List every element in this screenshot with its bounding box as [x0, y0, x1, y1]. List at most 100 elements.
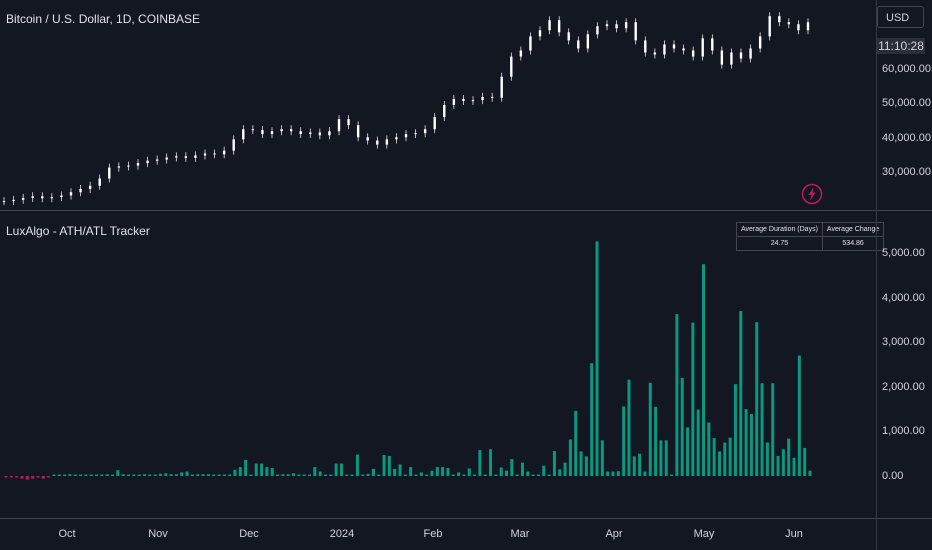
price-candle — [98, 178, 101, 186]
histogram-bar — [680, 377, 684, 476]
price-tick-label: 40,000.00 — [882, 132, 931, 144]
indicator-title[interactable]: LuxAlgo - ATH/ATL Tracker — [6, 224, 150, 238]
histogram-bar — [414, 474, 418, 476]
price-candle — [165, 157, 168, 160]
bar-countdown: 11:10:28 — [877, 38, 925, 54]
price-candle — [730, 52, 733, 65]
price-candle — [644, 40, 647, 53]
candlestick-chart[interactable] — [0, 0, 876, 210]
price-candle — [615, 24, 618, 29]
histogram-bar — [393, 468, 397, 476]
histogram-bar — [622, 406, 626, 476]
histogram-bar — [505, 470, 509, 476]
price-candle — [108, 167, 111, 179]
histogram-bar — [47, 476, 51, 478]
histogram-bar — [334, 463, 338, 476]
histogram-chart — [4, 241, 812, 480]
price-candle — [471, 100, 475, 102]
price-tick-label: 30,000.00 — [882, 166, 931, 178]
histogram-bar — [473, 474, 477, 476]
price-candle — [538, 30, 542, 37]
time-tick-label: 2024 — [329, 528, 355, 540]
histogram-bar — [483, 474, 487, 476]
histogram-bar — [579, 451, 583, 476]
histogram-bar — [744, 409, 748, 476]
histogram-bar — [797, 355, 801, 476]
histogram-bar — [190, 474, 194, 476]
histogram-bar — [787, 438, 791, 476]
lightning-icon[interactable] — [801, 183, 823, 205]
histogram-bar — [174, 474, 178, 476]
price-candle — [366, 137, 369, 141]
histogram-bar — [153, 474, 157, 476]
histogram-bar — [212, 474, 216, 476]
price-candle — [682, 48, 685, 51]
histogram-bar — [361, 474, 365, 476]
price-candle — [376, 140, 379, 145]
histogram-bar — [600, 440, 604, 476]
stats-header-change: Average Change — [821, 222, 885, 237]
histogram-bar — [648, 382, 652, 476]
histogram-bar — [20, 476, 24, 479]
histogram-bar — [542, 465, 546, 476]
histogram-bar — [142, 474, 146, 476]
histogram-bar — [387, 455, 391, 476]
histogram-bar — [489, 449, 493, 476]
histogram-bar — [563, 462, 567, 476]
histogram-bar — [627, 379, 631, 476]
price-candle — [567, 32, 570, 41]
histogram-bar — [419, 472, 423, 476]
histogram-bar — [632, 456, 636, 476]
histogram-bar — [307, 474, 311, 476]
price-candle — [481, 96, 484, 101]
histogram-bar — [79, 474, 83, 476]
price-candle — [50, 197, 54, 199]
price-candle — [289, 129, 293, 132]
histogram-bar — [217, 474, 221, 476]
histogram-bar — [446, 467, 450, 476]
price-candle — [404, 134, 408, 138]
histogram-bar — [377, 474, 381, 476]
pane-divider[interactable] — [0, 210, 932, 211]
histogram-bar — [590, 363, 594, 476]
indicator-tick-label: 0.00 — [882, 470, 904, 482]
indicator-tick-label: 2,000.00 — [882, 381, 925, 393]
symbol-title[interactable]: Bitcoin / U.S. Dollar, 1D, COINBASE — [6, 12, 201, 26]
histogram-bar — [265, 467, 269, 476]
histogram-bar — [478, 450, 482, 476]
histogram-bar — [100, 474, 104, 476]
currency-button[interactable]: USD — [877, 6, 924, 28]
price-candle — [701, 38, 704, 57]
histogram-bar — [707, 422, 711, 476]
histogram-bar — [148, 474, 152, 476]
stats-table: Average Duration (Days) Average Change 2… — [736, 222, 885, 251]
histogram-bar — [25, 476, 29, 480]
price-candle — [146, 160, 149, 164]
histogram-bar — [339, 463, 343, 476]
histogram-bar — [552, 451, 556, 476]
histogram-bar — [121, 474, 125, 476]
price-candle — [395, 137, 398, 140]
histogram-bar — [595, 241, 599, 476]
indicator-pane[interactable]: LuxAlgo - ATH/ATL Tracker — [0, 212, 876, 518]
price-candle — [12, 199, 15, 202]
histogram-bar — [41, 476, 45, 479]
histogram-bar — [654, 406, 658, 476]
histogram-bar — [105, 474, 109, 476]
histogram-bar — [499, 467, 503, 476]
price-candle — [548, 20, 551, 31]
price-pane[interactable]: Bitcoin / U.S. Dollar, 1D, COINBASE — [0, 0, 876, 210]
histogram-bar — [558, 469, 562, 476]
histogram-bar — [286, 474, 290, 476]
price-candle — [155, 159, 159, 161]
indicator-tick-label: 5,000.00 — [882, 247, 925, 259]
histogram-bar — [36, 476, 40, 478]
histogram-bar — [260, 463, 264, 476]
histogram-bar — [520, 462, 524, 476]
price-candle — [490, 96, 494, 98]
histogram-bar — [638, 453, 642, 476]
price-candle — [21, 197, 25, 200]
time-tick-label: Oct — [58, 528, 76, 540]
price-candle — [653, 52, 657, 55]
histogram-bar — [31, 476, 35, 479]
